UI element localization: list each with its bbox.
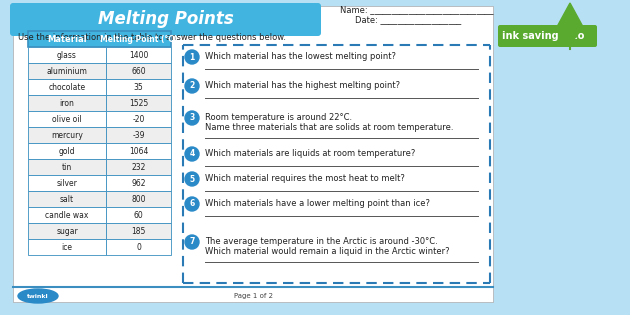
Text: sugar: sugar [56,226,78,236]
Bar [106,207,171,223]
Text: 800: 800 [131,194,146,203]
Bar [28,127,106,143]
Text: Use the information in the table to answer the questions below.: Use the information in the table to answ… [18,33,286,43]
Bar [106,223,171,239]
Text: gold: gold [59,146,76,156]
Text: mercury: mercury [51,130,83,140]
Bar [28,159,106,175]
Text: silver: silver [57,179,77,187]
Text: 7: 7 [189,238,195,247]
Circle shape [185,79,199,93]
Bar [28,79,106,95]
Bar [106,175,171,191]
Text: Date: ___________________: Date: ___________________ [355,15,461,25]
Bar [106,63,171,79]
Text: salt: salt [60,194,74,203]
Text: 6: 6 [190,199,195,209]
Bar [28,239,106,255]
Text: 0: 0 [136,243,141,251]
Bar [106,47,171,63]
Text: candle wax: candle wax [45,210,89,220]
Text: 1400: 1400 [129,50,148,60]
Text: 1: 1 [190,53,195,61]
Text: Which materials are liquids at room temperature?: Which materials are liquids at room temp… [205,149,415,158]
Text: chocolate: chocolate [49,83,86,91]
Bar [28,47,106,63]
Text: Name: _____________________________: Name: _____________________________ [340,5,493,14]
FancyBboxPatch shape [13,6,493,302]
Circle shape [185,50,199,64]
Text: 1064: 1064 [129,146,148,156]
Circle shape [185,147,199,161]
Text: ice: ice [62,243,72,251]
Text: glass: glass [57,50,77,60]
Text: ink saving  Eco: ink saving Eco [502,31,584,41]
Circle shape [185,111,199,125]
Text: iron: iron [60,99,74,107]
Circle shape [185,197,199,211]
Circle shape [185,235,199,249]
Text: olive oil: olive oil [52,114,82,123]
FancyBboxPatch shape [500,8,615,50]
FancyBboxPatch shape [498,25,597,47]
Text: 962: 962 [131,179,146,187]
Text: 3: 3 [190,113,195,123]
Text: 660: 660 [131,66,146,76]
Text: 185: 185 [131,226,146,236]
Ellipse shape [18,289,58,303]
Text: Melting Points: Melting Points [98,9,233,27]
Text: 2: 2 [190,82,195,90]
Bar [28,143,106,159]
Text: 1525: 1525 [129,99,148,107]
Text: Which materials have a lower melting point than ice?: Which materials have a lower melting poi… [205,199,430,208]
Text: aluminium: aluminium [47,66,88,76]
FancyBboxPatch shape [10,3,321,36]
Text: Which material would remain a liquid in the Arctic winter?: Which material would remain a liquid in … [205,248,450,256]
Text: Material: Material [47,35,87,43]
Bar [28,191,106,207]
Bar [106,159,171,175]
Bar [106,127,171,143]
Text: 60: 60 [134,210,144,220]
Bar [28,63,106,79]
Polygon shape [558,3,582,43]
Bar [106,239,171,255]
Text: twinkl: twinkl [27,294,49,299]
Bar [28,223,106,239]
Bar [106,191,171,207]
Bar [28,207,106,223]
Text: 35: 35 [134,83,144,91]
Text: Which material has the lowest melting point?: Which material has the lowest melting po… [205,52,396,61]
Text: Which material requires the most heat to melt?: Which material requires the most heat to… [205,174,405,183]
Text: Melting Point (°C): Melting Point (°C) [100,35,177,43]
Text: Which material has the highest melting point?: Which material has the highest melting p… [205,81,400,90]
Text: 5: 5 [190,175,195,184]
Bar [106,143,171,159]
Text: -20: -20 [132,114,145,123]
Text: -39: -39 [132,130,145,140]
Text: 232: 232 [131,163,146,171]
Text: The average temperature in the Arctic is around -30°C.: The average temperature in the Arctic is… [205,237,438,246]
Bar [106,79,171,95]
Bar [28,95,106,111]
Text: 4: 4 [190,150,195,158]
Text: Page 1 of 2: Page 1 of 2 [234,293,273,299]
Bar [106,111,171,127]
Bar [28,31,171,47]
Circle shape [185,172,199,186]
Text: tin: tin [62,163,72,171]
Bar [28,175,106,191]
Bar [106,95,171,111]
Text: Room temperature is around 22°C.: Room temperature is around 22°C. [205,113,352,122]
Bar [28,111,106,127]
Text: Name three materials that are solids at room temperature.: Name three materials that are solids at … [205,123,454,133]
